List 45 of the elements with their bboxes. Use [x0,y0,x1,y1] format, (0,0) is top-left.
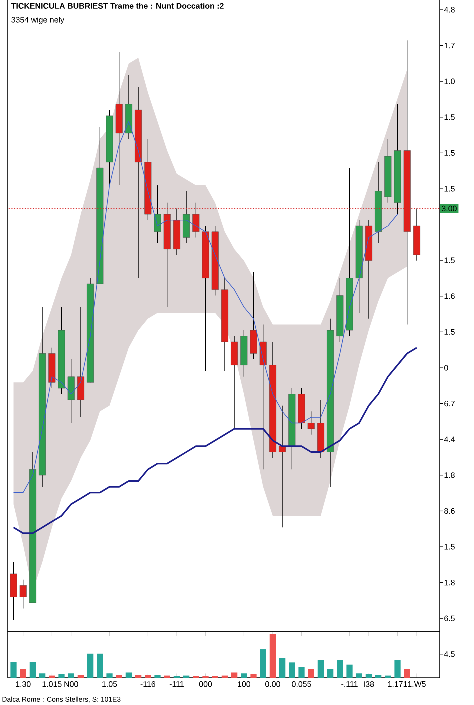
candlestick [260,324,267,470]
bar [116,675,122,678]
bar [78,675,84,678]
bar [318,660,324,678]
bar [327,669,334,678]
candlestick [183,191,190,244]
bar [10,662,17,678]
candlestick [20,580,27,610]
bar [308,669,314,678]
bar [68,674,74,678]
bar [106,674,113,678]
candlestick [308,411,315,436]
bar [154,675,161,678]
bar [135,675,142,678]
bar [30,662,36,678]
bar [279,658,286,678]
candlestick [77,306,84,418]
bar [231,672,238,678]
bar [39,674,46,678]
bar [298,667,305,678]
bar [404,669,410,678]
bar [241,674,248,678]
bar [375,675,382,678]
candlestick [231,336,238,430]
bar [366,674,372,678]
bar [126,672,132,678]
bar [270,634,276,678]
bar [346,664,353,678]
bar [145,675,152,678]
bar [260,650,266,678]
candlestick [250,272,258,360]
bar [250,674,257,678]
candlestick [68,359,75,424]
bar [394,660,401,678]
bar [20,669,26,678]
bar [58,674,65,678]
bar [337,660,344,678]
candlestick [192,202,200,238]
candlestick [279,406,286,528]
bar [87,654,94,678]
candlestick [10,562,18,621]
bar [97,654,104,678]
bar [289,662,296,678]
bar [356,674,362,678]
candlestick [154,185,162,244]
